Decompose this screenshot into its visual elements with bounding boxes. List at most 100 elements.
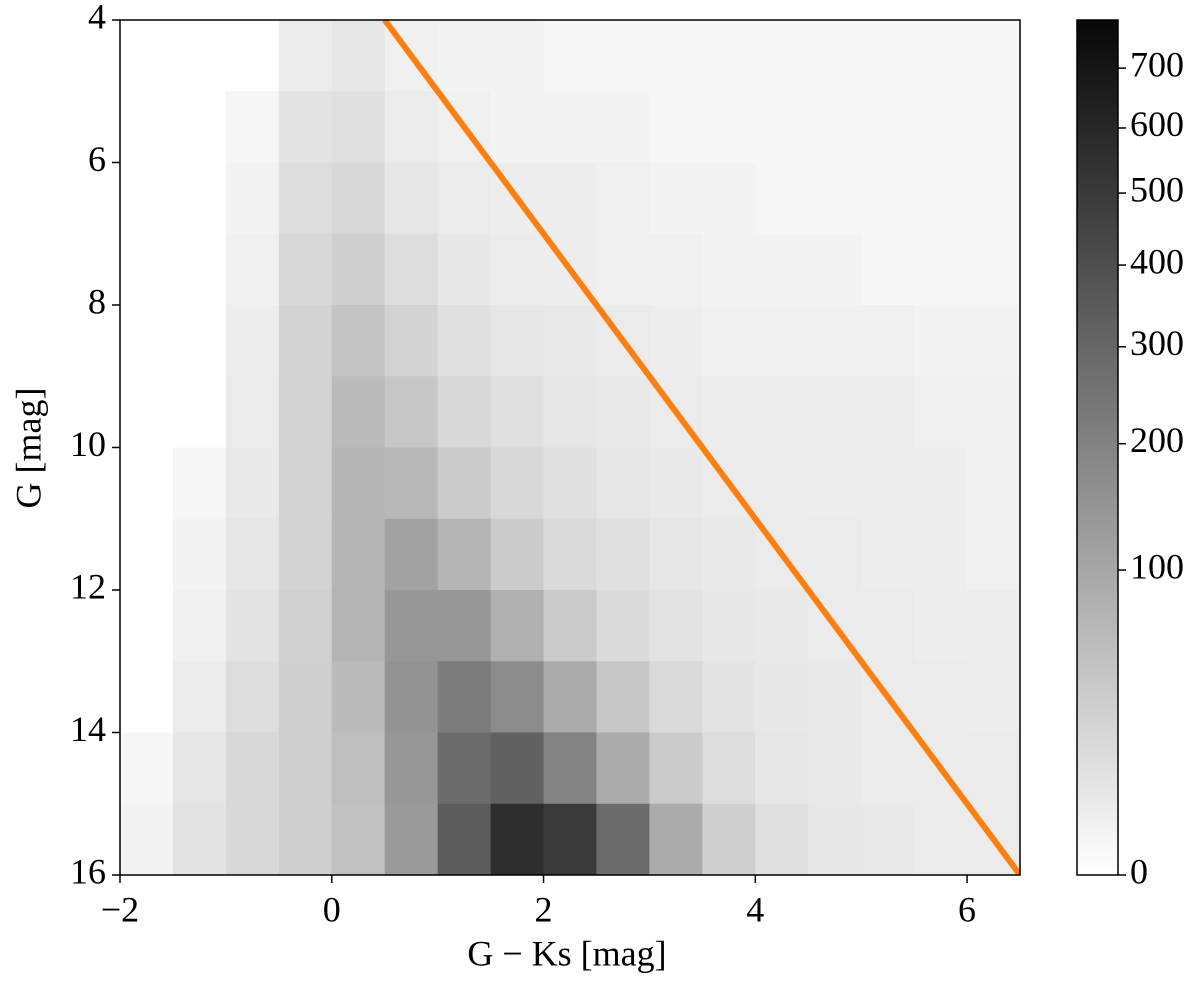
heat-cell (225, 162, 280, 235)
heat-cell (490, 661, 545, 733)
heat-cell (543, 590, 597, 662)
heat-cell (225, 661, 280, 733)
heat-cell (331, 162, 386, 235)
heat-cell (596, 162, 650, 235)
heat-cell (967, 162, 1020, 235)
heat-cell (914, 590, 968, 662)
y-tick-label: 14 (70, 709, 106, 749)
heat-cell (596, 376, 650, 448)
y-tick-label: 4 (88, 0, 106, 36)
y-tick-label: 10 (70, 424, 106, 464)
heat-cell (808, 305, 862, 377)
heat-cell (172, 162, 227, 235)
heat-cell (278, 661, 333, 733)
heat-cell (649, 661, 703, 733)
heat-cell (914, 661, 968, 733)
heat-cell (861, 447, 915, 520)
x-tick-label: 2 (535, 889, 553, 929)
x-tick-label: 4 (746, 889, 764, 929)
heat-cell (808, 803, 862, 875)
heat-cell (649, 233, 703, 306)
heat-cell (331, 803, 386, 875)
heat-cell (967, 661, 1020, 733)
heat-cell (755, 20, 809, 92)
heat-cell (172, 803, 227, 875)
heat-cell (225, 20, 280, 92)
heat-cell (331, 447, 386, 520)
heat-cell (649, 305, 703, 377)
heat-cell (914, 305, 968, 377)
heat-cell (120, 376, 174, 448)
heat-cell (755, 162, 809, 235)
heat-cell (437, 376, 492, 448)
heat-cell (702, 590, 756, 662)
heat-cell (808, 732, 862, 805)
colorbar-tick-label: 600 (1130, 104, 1184, 144)
heat-cell (278, 20, 333, 92)
heat-cell (278, 162, 333, 235)
heat-cell (437, 590, 492, 662)
heat-cell (225, 803, 280, 875)
heat-cell (120, 91, 174, 163)
heat-cell (278, 803, 333, 875)
heat-cell (172, 590, 227, 662)
y-tick-label: 8 (88, 281, 106, 321)
heat-cell (702, 20, 756, 92)
heat-cell (120, 233, 174, 306)
heat-cell (914, 162, 968, 235)
heat-cell (596, 803, 650, 875)
heat-cell (543, 162, 597, 235)
heat-cell (755, 305, 809, 377)
heat-cell (596, 91, 650, 163)
heat-cell (861, 732, 915, 805)
heat-cell (543, 803, 597, 875)
heat-cell (702, 305, 756, 377)
heat-cell (967, 447, 1020, 520)
heat-cell (649, 20, 703, 92)
heat-cell (120, 590, 174, 662)
heat-cell (649, 162, 703, 235)
y-tick-label: 12 (70, 566, 106, 606)
heat-cell (172, 233, 227, 306)
heat-cell (225, 447, 280, 520)
heat-cell (914, 376, 968, 448)
heat-cell (808, 91, 862, 163)
heat-cell (278, 518, 333, 591)
heat-cell (861, 91, 915, 163)
heat-cell (702, 233, 756, 306)
heat-cell (225, 590, 280, 662)
heat-cell (808, 376, 862, 448)
heat-cell (755, 732, 809, 805)
heat-cell (543, 732, 597, 805)
heat-cell (543, 661, 597, 733)
heat-cell (702, 732, 756, 805)
heat-cell (331, 20, 386, 92)
heat-cell (437, 661, 492, 733)
heat-cell (384, 91, 439, 163)
heat-cell (490, 376, 545, 448)
heat-cell (384, 661, 439, 733)
heat-cell (278, 590, 333, 662)
heat-cell (914, 803, 968, 875)
heat-cell (331, 518, 386, 591)
heat-cell (384, 447, 439, 520)
heat-cell (755, 661, 809, 733)
heat-cell (649, 447, 703, 520)
heat-cell (755, 376, 809, 448)
heat-cell (437, 732, 492, 805)
heat-cell (967, 732, 1020, 805)
heat-cell (225, 518, 280, 591)
heat-cell (596, 661, 650, 733)
heat-cell (596, 732, 650, 805)
x-axis-label: G − Ks [mag] (467, 933, 666, 973)
heat-cell (914, 447, 968, 520)
heat-cell (596, 518, 650, 591)
heat-cell (437, 447, 492, 520)
heat-cell (437, 20, 492, 92)
heat-cell (120, 803, 174, 875)
heat-cell (861, 590, 915, 662)
heat-cell (914, 20, 968, 92)
heat-cell (331, 233, 386, 306)
reference-line (382, 20, 1020, 875)
